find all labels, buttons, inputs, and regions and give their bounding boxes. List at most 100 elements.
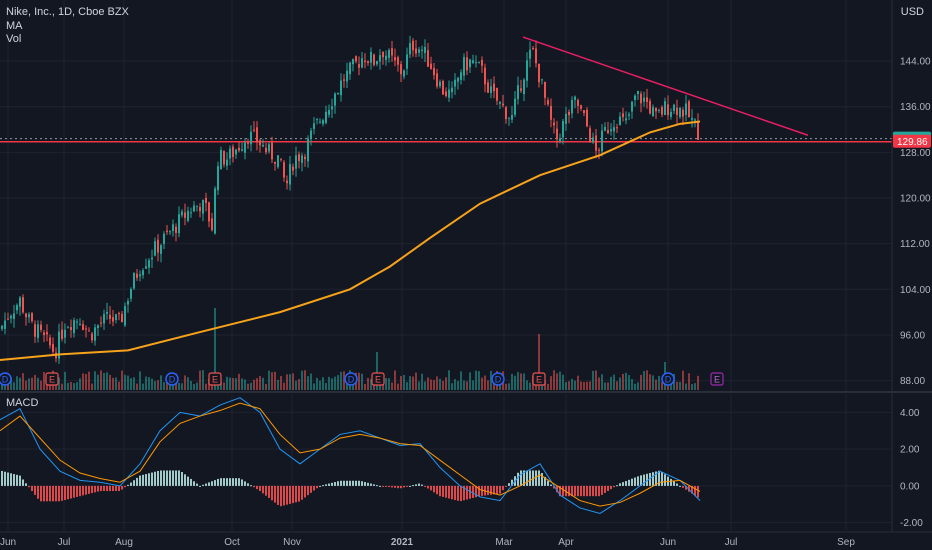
- macd-histogram-bar: [502, 485, 504, 491]
- volume-bar: [229, 377, 231, 390]
- candle-body: [28, 314, 30, 318]
- event-marker-dividend: D: [661, 372, 675, 386]
- candle-body: [64, 329, 66, 338]
- volume-bar: [679, 381, 681, 390]
- candle-body: [415, 48, 417, 54]
- macd-histogram-bar: [352, 480, 354, 486]
- candle-body: [73, 320, 75, 334]
- macd-histogram-bar: [661, 471, 663, 486]
- volume-bar: [574, 380, 576, 390]
- candlesticks: [1, 35, 699, 364]
- candle-body: [46, 332, 48, 335]
- volume-bar: [676, 381, 678, 390]
- macd-histogram-bar: [367, 482, 369, 486]
- macd-histogram-bar: [571, 485, 573, 497]
- volume-bar: [127, 375, 129, 390]
- price-tick-label: 136.00: [900, 102, 931, 113]
- candle-body: [310, 130, 312, 139]
- volume-legend[interactable]: Vol: [6, 33, 22, 45]
- macd-histogram-bar: [445, 485, 447, 498]
- volume-bar: [382, 383, 384, 390]
- volume-bar: [571, 378, 573, 390]
- volume-bar: [154, 381, 156, 390]
- volume-bar: [16, 376, 18, 390]
- candle-body: [121, 313, 123, 323]
- candle-body: [145, 266, 147, 269]
- macd-histogram-bar: [619, 483, 621, 486]
- volume-bar: [361, 373, 363, 390]
- volume-bar: [193, 383, 195, 390]
- volume-bar: [415, 372, 417, 390]
- chart-title[interactable]: Nike, Inc., 1D, Cboe BZX: [6, 6, 129, 18]
- ma-legend[interactable]: MA: [6, 20, 23, 32]
- macd-histogram-bar: [625, 481, 627, 486]
- macd-histogram-bar: [220, 478, 222, 486]
- descending-trendline[interactable]: [522, 36, 809, 136]
- event-marker-dividend: D: [165, 372, 179, 386]
- volume-bar: [481, 377, 483, 390]
- macd-line: [0, 397, 701, 515]
- candle-body: [544, 82, 546, 98]
- macd-histogram-bar: [145, 474, 147, 486]
- macd-histogram-bar: [31, 485, 33, 492]
- price-axis[interactable]: 88.00 96.00 104.00 112.00 120.00 128.00 136.00…: [900, 57, 931, 388]
- macd-histogram-bar: [199, 485, 201, 487]
- volume-bar: [166, 379, 168, 390]
- macd-histogram-bar: [178, 470, 180, 486]
- macd-histogram-bar: [544, 476, 546, 486]
- volume-bar: [118, 381, 120, 390]
- macd-histogram-bar: [64, 485, 66, 501]
- volume-bar: [562, 374, 564, 390]
- candle-body: [517, 85, 519, 100]
- candle-body: [523, 79, 525, 95]
- event-marker-upcoming-earnings: E: [710, 372, 724, 386]
- macd-histogram-bar: [277, 485, 279, 505]
- macd-axis[interactable]: 4.00 2.00 0.00 -2.00: [900, 408, 923, 529]
- macd-histogram-bar: [481, 485, 483, 496]
- candle-body: [391, 48, 393, 56]
- macd-histogram-bar: [691, 485, 693, 494]
- dividend-marker-label: D: [348, 375, 355, 385]
- macd-histogram-bar: [460, 485, 462, 502]
- candle-body: [67, 327, 69, 329]
- macd-histogram-bar: [16, 474, 18, 486]
- volume-bar: [418, 381, 420, 390]
- volume-bar: [31, 377, 33, 390]
- macd-histogram-bar: [73, 485, 75, 498]
- volume-bar: [241, 378, 243, 390]
- volume-bar: [400, 376, 402, 390]
- macd-histogram-bar: [172, 470, 174, 486]
- candle-body: [226, 159, 228, 166]
- macd-histogram-bar: [130, 482, 132, 486]
- macd-histogram-bar: [436, 485, 438, 495]
- macd-histogram-bar: [157, 470, 159, 486]
- macd-histogram-bar: [142, 474, 144, 486]
- volume-bar: [34, 374, 36, 390]
- volume-bar: [658, 375, 660, 390]
- volume-bar: [19, 377, 21, 390]
- macd-histogram-bar: [409, 485, 411, 487]
- moving-average-line[interactable]: [0, 120, 701, 362]
- candle-body: [124, 306, 126, 326]
- macd-histogram-bar: [70, 485, 72, 499]
- macd-histogram-bar: [526, 470, 528, 486]
- macd-histogram-bar: [574, 485, 576, 497]
- price-badge-bg: [893, 134, 931, 148]
- macd-histogram-bar: [358, 480, 360, 486]
- signal-line: [0, 402, 701, 507]
- volume-bar: [547, 383, 549, 390]
- macd-legend[interactable]: MACD: [6, 397, 39, 409]
- volume-bar: [391, 382, 393, 390]
- candle-body: [673, 104, 675, 111]
- macd-histogram-bar: [106, 485, 108, 492]
- macd-histogram-bar: [337, 481, 339, 486]
- macd-histogram-bar: [214, 480, 216, 486]
- volume-bar: [139, 371, 141, 390]
- time-axis[interactable]: Jun Jul Aug Oct Nov 2021 Mar Apr Jun Jul Sep: [0, 537, 855, 548]
- candle-body: [385, 55, 387, 60]
- volume-bar: [196, 382, 198, 390]
- candle-body: [238, 147, 240, 151]
- volume-bar: [553, 370, 555, 390]
- candle-body: [34, 324, 36, 337]
